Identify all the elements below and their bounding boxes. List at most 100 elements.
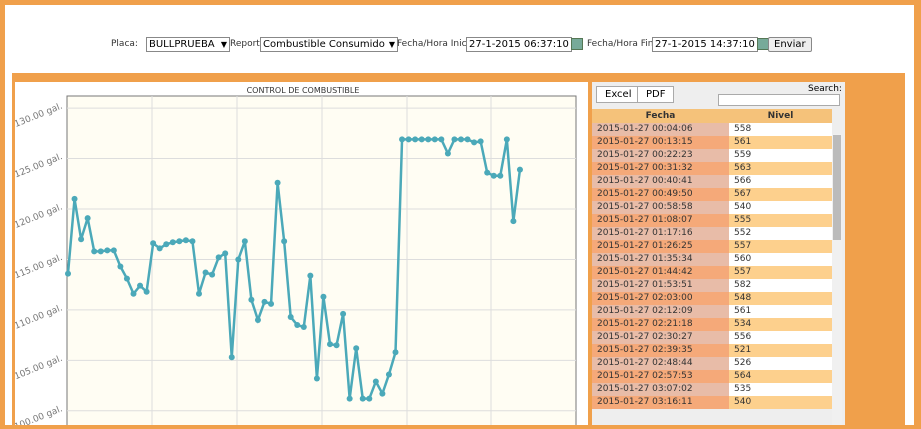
nivel-cell: 534 <box>729 318 832 331</box>
point <box>274 179 281 186</box>
final-label: Fecha/Hora Final <box>587 39 662 49</box>
point <box>110 247 117 254</box>
point <box>78 236 85 243</box>
nivel-cell: 540 <box>729 396 832 409</box>
point <box>130 290 137 297</box>
fecha-cell: 2015-01-27 01:44:42 <box>592 266 729 279</box>
point <box>392 349 399 356</box>
fecha-cell: 2015-01-27 00:04:06 <box>592 123 729 136</box>
point <box>327 341 333 348</box>
point <box>117 263 124 270</box>
nivel-cell: 557 <box>729 266 832 279</box>
point <box>320 293 327 300</box>
inicial-input[interactable]: 27-1-2015 06:37:10 <box>466 37 572 52</box>
point <box>484 169 491 176</box>
point <box>137 282 144 289</box>
point <box>196 290 202 297</box>
point <box>189 238 196 245</box>
point <box>65 270 71 277</box>
point <box>294 322 301 329</box>
point <box>353 345 360 352</box>
point <box>202 269 209 276</box>
point <box>104 247 111 254</box>
final-input[interactable]: 27-1-2015 14:37:10 <box>652 37 758 52</box>
fecha-cell: 2015-01-27 01:53:51 <box>592 279 729 292</box>
nivel-cell: 582 <box>729 279 832 292</box>
point <box>313 375 320 382</box>
pdf-button[interactable]: PDF <box>637 86 675 103</box>
point <box>261 298 268 305</box>
point <box>287 313 294 320</box>
fecha-cell: 2015-01-27 02:39:35 <box>592 344 729 357</box>
point <box>333 342 340 349</box>
point <box>281 238 288 245</box>
y-tick-label: 125.00 gal. <box>15 152 64 180</box>
point <box>464 136 471 143</box>
fecha-cell: 2015-01-27 01:35:34 <box>592 253 729 266</box>
column-header[interactable]: Nivel <box>729 109 832 123</box>
scrollbar[interactable] <box>832 134 842 425</box>
nivel-cell: 540 <box>729 201 832 214</box>
y-tick-label: 100.00 gal. <box>15 404 64 425</box>
point <box>477 138 484 145</box>
point <box>176 238 183 245</box>
point <box>510 218 517 225</box>
calendar-icon[interactable] <box>571 38 583 50</box>
submit-button[interactable]: Enviar <box>768 37 812 52</box>
reporte-select[interactable]: Combustible Consumido ▼ <box>260 37 398 52</box>
point <box>451 136 458 143</box>
point <box>444 150 451 157</box>
point <box>143 288 150 295</box>
final-value: 27-1-2015 14:37:10 <box>655 39 755 50</box>
fecha-cell: 2015-01-27 01:26:25 <box>592 240 729 253</box>
fecha-cell: 2015-01-27 00:49:50 <box>592 188 729 201</box>
chart-title: CONTROL DE COMBUSTIBLE <box>247 86 360 95</box>
reporte-label: Reporte <box>230 39 266 49</box>
inicial-value: 27-1-2015 06:37:10 <box>469 39 569 50</box>
fecha-cell: 2015-01-27 00:58:58 <box>592 201 729 214</box>
column-header[interactable]: Fecha <box>592 109 729 123</box>
excel-button[interactable]: Excel <box>596 86 641 103</box>
point <box>163 241 170 248</box>
point <box>399 136 406 143</box>
point <box>254 316 261 323</box>
nivel-cell: 555 <box>729 214 832 227</box>
fecha-cell: 2015-01-27 02:48:44 <box>592 357 729 370</box>
point <box>431 136 438 143</box>
chart-box: CONTROL DE COMBUSTIBLE 100.00 gal. 105.00… <box>13 82 588 429</box>
point <box>150 240 157 247</box>
search-input[interactable] <box>718 94 840 106</box>
nivel-cell: 556 <box>729 331 832 344</box>
point <box>123 275 130 282</box>
point <box>516 166 523 173</box>
nivel-cell: 559 <box>729 149 832 162</box>
point <box>385 371 392 378</box>
y-tick-label: 130.00 gal. <box>15 102 64 130</box>
nivel-cell: 548 <box>729 292 832 305</box>
point <box>182 237 189 244</box>
y-tick-label: 115.00 gal. <box>15 253 64 281</box>
placa-label: Placa: <box>111 39 138 49</box>
point <box>497 172 504 179</box>
point <box>307 272 314 279</box>
fecha-cell: 2015-01-27 00:22:23 <box>592 149 729 162</box>
nivel-cell: 560 <box>729 253 832 266</box>
point <box>71 195 78 202</box>
nivel-cell: 564 <box>729 370 832 383</box>
placa-select[interactable]: BULLPRUEBA ▼ <box>146 37 230 52</box>
fecha-cell: 2015-01-27 02:30:27 <box>592 331 729 344</box>
fecha-cell: 2015-01-27 02:12:09 <box>592 305 729 318</box>
point <box>91 248 98 255</box>
y-tick-label: 120.00 gal. <box>15 203 64 231</box>
inicial-label: Fecha/Hora Inicial <box>397 39 478 49</box>
placa-value: BULLPRUEBA <box>149 39 215 50</box>
point <box>425 136 432 143</box>
point <box>490 172 497 179</box>
point <box>241 238 248 245</box>
point <box>412 136 419 143</box>
search-label: Search: <box>808 84 842 94</box>
point <box>209 271 216 278</box>
line <box>66 138 522 400</box>
fecha-cell: 2015-01-27 01:08:07 <box>592 214 729 227</box>
